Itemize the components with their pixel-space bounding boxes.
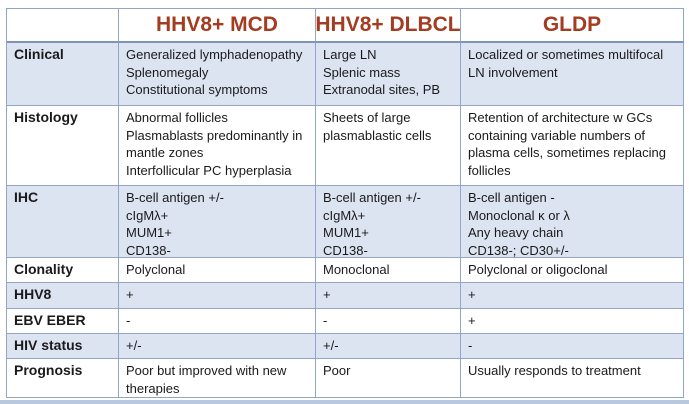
row-label-prognosis: Prognosis [7, 359, 119, 398]
cell-clonality-dlbcl: Monoclonal [316, 258, 461, 283]
row-label-ebv-eber: EBV EBER [7, 309, 119, 334]
row-label-hhv8: HHV8 [7, 283, 119, 309]
cell-histology-gldp: Retention of architecture w GCs containi… [461, 106, 684, 186]
header-cell-gldp: GLDP [461, 9, 684, 43]
row-label-histology: Histology [7, 106, 119, 186]
cell-clonality-mcd: Polyclonal [119, 258, 316, 283]
cell-histology-mcd: Abnormal follicles Plasmablasts predomin… [119, 106, 316, 186]
row-label-clinical: Clinical [7, 43, 119, 106]
cell-hhv8-dlbcl: + [316, 283, 461, 309]
cell-clinical-gldp: Localized or sometimes multifocal LN inv… [461, 43, 684, 106]
bottom-strip [0, 400, 689, 404]
cell-prognosis-dlbcl: Poor [316, 359, 461, 398]
cell-hhv8-gldp: + [461, 283, 684, 309]
header-cell-dlbcl: HHV8+ DLBCL [316, 9, 461, 43]
cell-ebv-eber-dlbcl: - [316, 309, 461, 334]
cell-hiv-status-mcd: +/- [119, 334, 316, 359]
cell-clonality-gldp: Polyclonal or oligoclonal [461, 258, 684, 283]
header-cell-mcd: HHV8+ MCD [119, 9, 316, 43]
cell-hhv8-mcd: + [119, 283, 316, 309]
comparison-table: HHV8+ MCD HHV8+ DLBCL GLDP Clinical Generali… [6, 8, 684, 398]
row-label-clonality: Clonality [7, 258, 119, 283]
cell-histology-dlbcl: Sheets of large plasmablastic cells [316, 106, 461, 186]
cell-ihc-mcd: B-cell antigen +/- cIgMλ+ MUM1+ CD138- [119, 186, 316, 258]
cell-ihc-gldp: B-cell antigen - Monoclonal κ or λ Any h… [461, 186, 684, 258]
row-label-hiv-status: HIV status [7, 334, 119, 359]
cell-ihc-dlbcl: B-cell antigen +/- cIgMλ+ MUM1+ CD138- [316, 186, 461, 258]
row-label-ihc: IHC [7, 186, 119, 258]
cell-ebv-eber-gldp: + [461, 309, 684, 334]
cell-ebv-eber-mcd: - [119, 309, 316, 334]
cell-hiv-status-dlbcl: +/- [316, 334, 461, 359]
header-cell-empty [7, 9, 119, 43]
cell-clinical-mcd: Generalized lymphadenopathy Splenomegaly… [119, 43, 316, 106]
cell-prognosis-gldp: Usually responds to treatment [461, 359, 684, 398]
cell-hiv-status-gldp: - [461, 334, 684, 359]
cell-prognosis-mcd: Poor but improved with new therapies [119, 359, 316, 398]
cell-clinical-dlbcl: Large LN Splenic mass Extranodal sites, … [316, 43, 461, 106]
